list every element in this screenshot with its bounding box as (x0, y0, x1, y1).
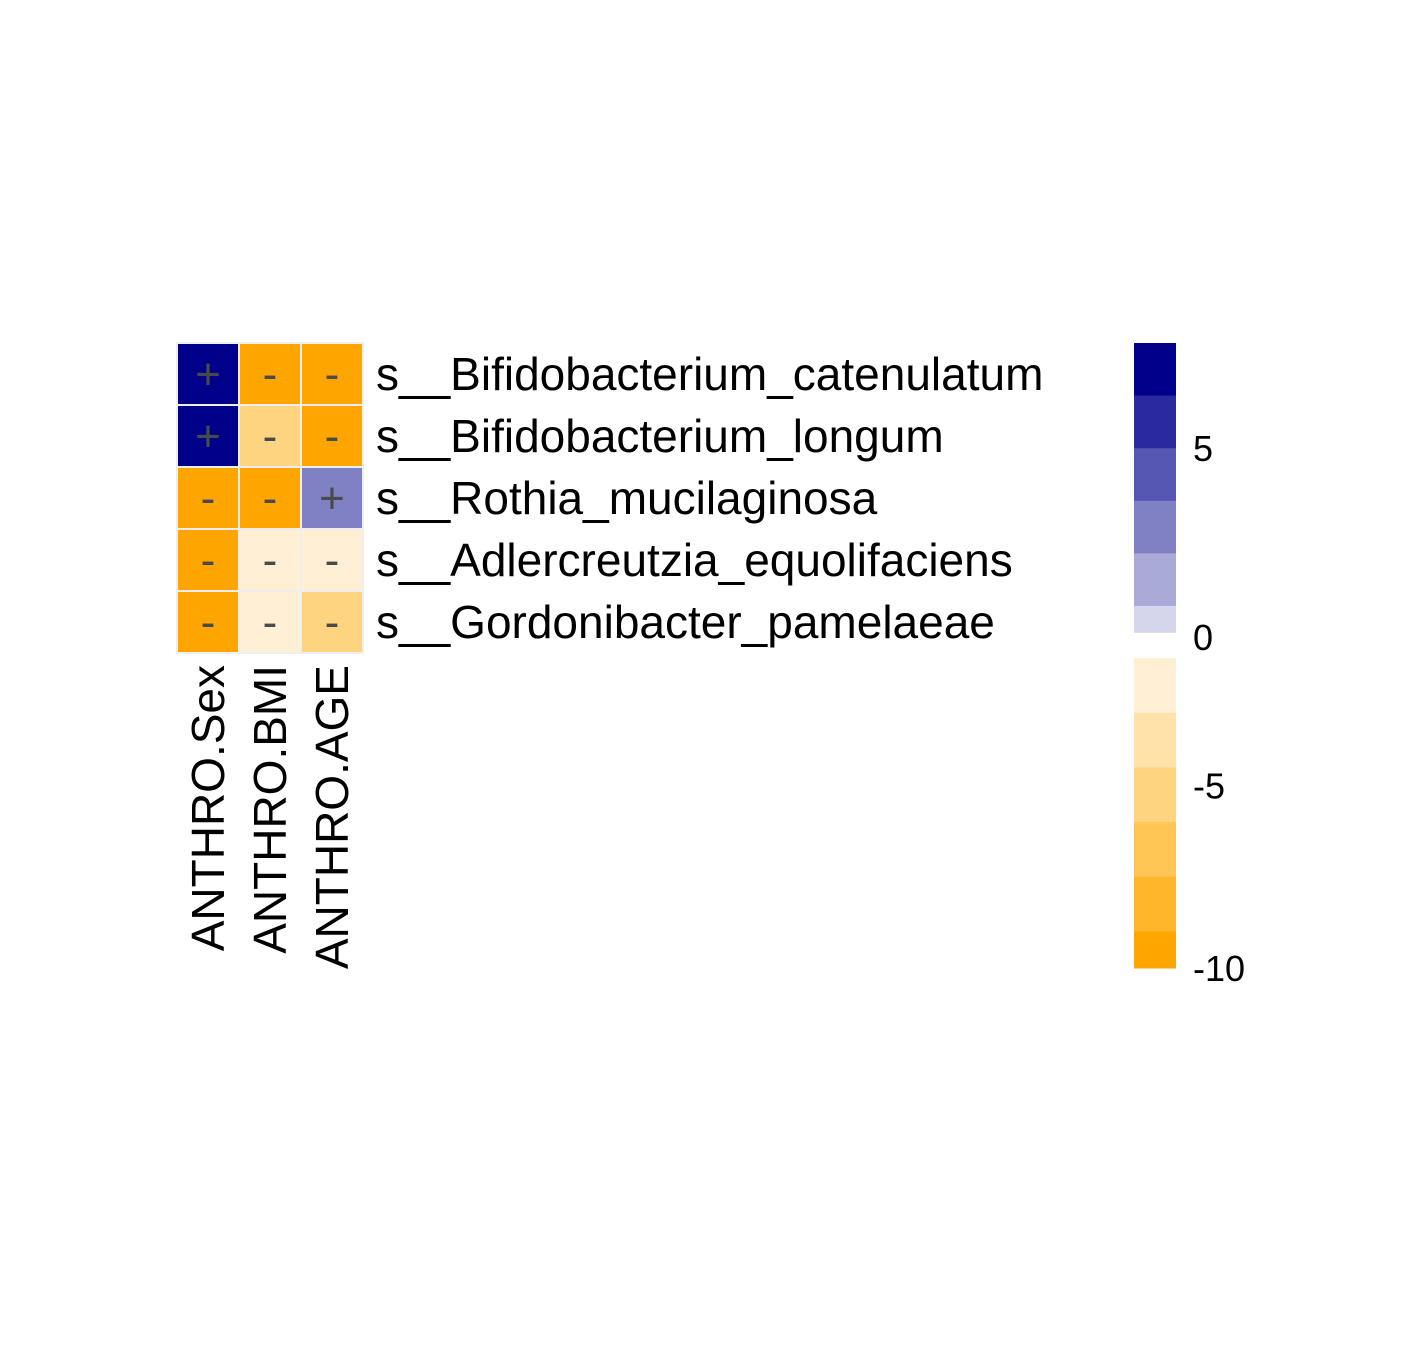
heatmap-cell (176, 528, 240, 592)
heatmap-cell (176, 342, 240, 406)
legend-color-bin (1134, 448, 1176, 502)
column-label: ANTHRO.BMI (244, 665, 296, 954)
heatmap-cell (300, 528, 364, 592)
heatmap-cells: + - -+ - -- - +- - -- - - (176, 342, 364, 654)
cell-sign-label: - (263, 412, 278, 461)
legend-color-bin (1134, 767, 1176, 823)
heatmap-cell (238, 466, 302, 530)
legend-tick-label: -5 (1193, 766, 1225, 807)
column-labels: ANTHRO.Sex ANTHRO.BMI ANTHRO.AGE (182, 665, 358, 969)
legend-color-bin (1134, 931, 1176, 969)
legend-tick-label: 0 (1193, 617, 1213, 658)
heatmap-cell (238, 342, 302, 406)
legend-color-bin (1134, 876, 1176, 933)
cell-sign-label: + (195, 350, 221, 399)
cell-sign-label: - (325, 350, 340, 399)
legend-tick-label: -10 (1193, 948, 1245, 989)
heatmap-cell (238, 590, 302, 654)
row-label: s__Bifidobacterium_catenulatum (376, 348, 1043, 400)
heatmap-cell (300, 590, 364, 654)
heatmap-cell (300, 404, 364, 468)
cell-sign-label: - (325, 412, 340, 461)
row-label: s__Gordonibacter_pamelaeae (376, 596, 995, 648)
cell-sign-label: - (201, 536, 216, 585)
cell-sign-label: - (263, 598, 278, 647)
cell-sign-label: - (325, 536, 340, 585)
row-label: s__Bifidobacterium_longum (376, 410, 944, 462)
legend-color-bin (1134, 343, 1176, 397)
cell-sign-label: - (201, 474, 216, 523)
cell-sign-label: - (263, 536, 278, 585)
row-label: s__Rothia_mucilaginosa (376, 472, 878, 524)
row-labels: s__Bifidobacterium_catenulatum s__Bifidob… (376, 348, 1043, 648)
cell-sign-label: - (263, 474, 278, 523)
cell-sign-label: + (195, 412, 221, 461)
cell-sign-label: - (201, 598, 216, 647)
column-label: ANTHRO.AGE (306, 665, 358, 969)
legend-color-bin (1134, 658, 1176, 714)
cell-sign-label: + (319, 474, 345, 523)
color-legend: 5 0 -5 -10 (1134, 343, 1245, 989)
heatmap-cell (176, 590, 240, 654)
legend-color-bin (1134, 395, 1176, 449)
legend-color-bin (1134, 500, 1176, 554)
cell-sign-label: - (263, 350, 278, 399)
legend-color-bin (1134, 606, 1176, 633)
legend-color-bin (1134, 712, 1176, 768)
cell-sign-label: - (325, 598, 340, 647)
row-label: s__Adlercreutzia_equolifaciens (376, 534, 1013, 586)
legend-tick-label: 5 (1193, 428, 1213, 469)
legend-color-bin (1134, 553, 1176, 607)
legend-color-bin (1134, 822, 1176, 878)
column-label: ANTHRO.Sex (182, 665, 234, 951)
